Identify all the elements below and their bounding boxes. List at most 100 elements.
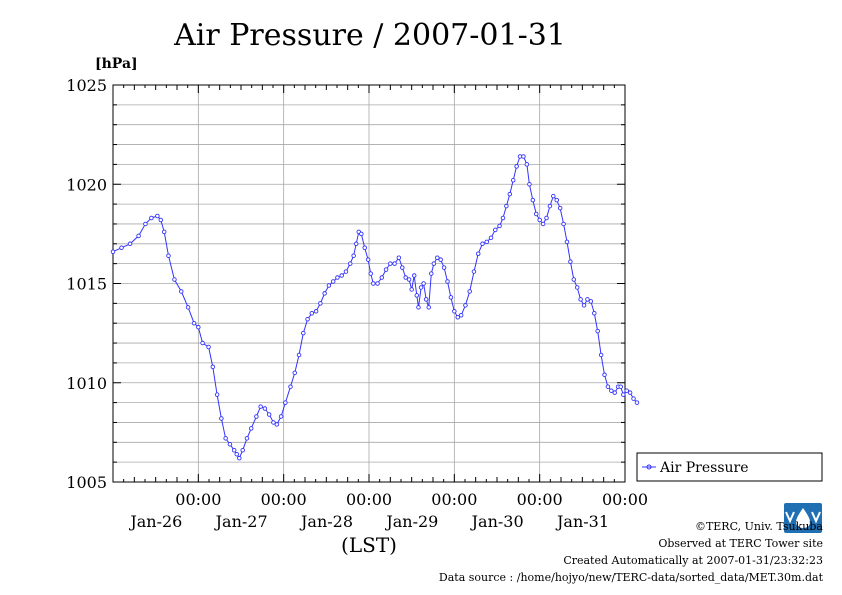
x-axis-labels: 00:00 Jan-26 00:00 Jan-27 00:00 Jan-28 00:00 Ja… <box>128 490 648 531</box>
data-point <box>527 181 532 187</box>
data-point <box>219 416 224 421</box>
data-point <box>362 245 367 251</box>
data-point <box>326 283 332 288</box>
data-point <box>400 265 405 270</box>
data-point <box>497 223 502 229</box>
footer-observed: Observed at TERC Tower site <box>658 537 823 550</box>
data-point <box>223 436 228 441</box>
data-point <box>602 372 607 378</box>
data-point <box>557 205 563 211</box>
data-point <box>166 253 171 258</box>
water-drop-icon <box>796 508 810 528</box>
data-point <box>431 261 437 266</box>
x-tick-time-label: 00:00 <box>602 490 648 509</box>
data-point <box>155 213 160 219</box>
data-point <box>262 406 268 411</box>
data-point <box>388 261 393 266</box>
data-point <box>234 451 239 457</box>
data-point <box>179 289 184 294</box>
data-point <box>305 316 310 322</box>
x-axis-title: (LST) <box>341 533 397 557</box>
x-tick-time-label: 00:00 <box>175 490 221 509</box>
x-tick-date-label: Jan-28 <box>299 512 353 531</box>
data-point <box>322 291 327 296</box>
x-tick-date-label: Jan-27 <box>214 512 268 531</box>
data-point <box>409 287 414 292</box>
data-point <box>185 305 191 310</box>
data-point <box>383 267 389 272</box>
data-point <box>368 271 373 276</box>
data-point <box>375 281 380 286</box>
data-point <box>396 255 402 260</box>
data-point <box>634 400 640 405</box>
data-point <box>143 221 148 227</box>
y-tick-label: 1025 <box>66 76 107 95</box>
footer-source: Data source : /home/hojyo/new/TERC-data/… <box>439 571 824 584</box>
y-tick-label: 1005 <box>66 473 107 492</box>
data-point <box>540 221 546 227</box>
data-point <box>561 221 566 227</box>
y-axis-labels: 1005 1010 1015 1020 1025 <box>66 76 107 492</box>
data-point <box>416 305 421 310</box>
legend-box <box>636 452 823 482</box>
x-tick-date-label: Jan-29 <box>384 512 438 531</box>
data-point <box>254 414 259 419</box>
data-point <box>172 277 177 282</box>
data-point <box>244 436 250 441</box>
data-point <box>258 404 263 409</box>
data-point <box>537 217 542 223</box>
data-point <box>605 384 611 389</box>
x-tick-time-label: 00:00 <box>431 490 477 509</box>
data-point <box>571 277 577 282</box>
data-point <box>119 245 124 251</box>
x-tick-date-label: Jan-31 <box>555 512 609 531</box>
data-point <box>504 203 509 209</box>
data-point <box>240 447 245 453</box>
data-point <box>371 281 376 286</box>
data-point <box>110 249 116 254</box>
data-point <box>127 241 133 247</box>
data-point <box>612 390 618 395</box>
data-point <box>510 178 516 183</box>
data-point <box>379 275 385 280</box>
data-point <box>414 293 420 298</box>
data-point <box>351 253 356 258</box>
data-point <box>471 269 477 274</box>
data-point <box>292 370 298 376</box>
data-point <box>136 233 141 239</box>
data-point <box>330 279 336 284</box>
axis-ticks <box>112 84 626 483</box>
data-point <box>149 215 154 221</box>
data-point <box>564 239 570 245</box>
footer-credit: ©TERC, Univ. Tsukuba <box>695 520 823 533</box>
data-point <box>191 320 197 326</box>
data-point <box>365 257 371 262</box>
data-point <box>521 154 526 159</box>
data-point <box>484 239 490 245</box>
x-tick-time-label: 00:00 <box>517 490 563 509</box>
data-point <box>353 241 359 247</box>
data-point <box>438 257 443 262</box>
data-point <box>288 384 293 389</box>
data-point <box>339 273 344 278</box>
data-point <box>609 388 614 393</box>
data-point <box>534 211 539 217</box>
x-tick-time-label: 00:00 <box>261 490 307 509</box>
data-point <box>278 414 284 419</box>
y-axis-unit: [hPa] <box>95 56 138 72</box>
data-point <box>631 396 636 401</box>
logo-wings-icon <box>785 511 821 524</box>
data-point <box>544 215 549 221</box>
series-line <box>112 156 638 460</box>
series-air-pressure <box>110 154 640 461</box>
data-point <box>347 261 353 266</box>
legend-label: Air Pressure <box>659 460 749 476</box>
data-point <box>585 297 590 302</box>
data-point <box>429 271 434 276</box>
data-point <box>196 324 201 330</box>
data-point <box>445 279 450 284</box>
data-point <box>231 447 237 453</box>
chart-title: Air Pressure / 2007-01-31 <box>173 18 566 53</box>
data-point <box>161 229 167 235</box>
data-point <box>624 388 629 393</box>
